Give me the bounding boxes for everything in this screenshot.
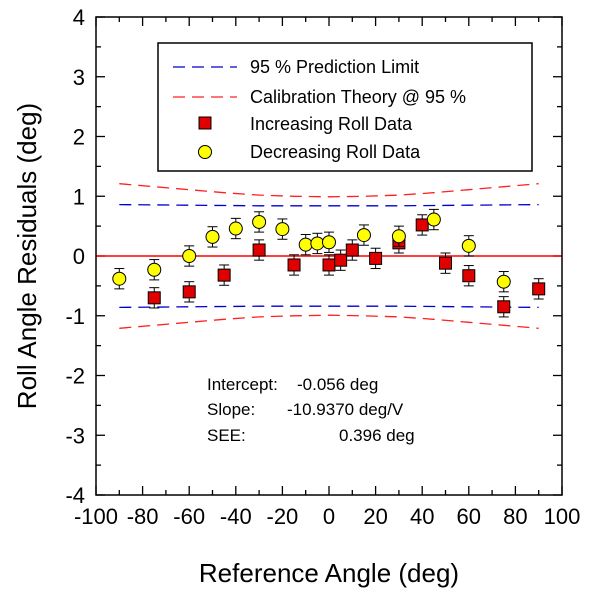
x-tick-label: -60 <box>173 504 205 529</box>
y-tick-label: 2 <box>73 125 85 150</box>
increasing-roll-point <box>439 256 452 270</box>
x-tick-label: 80 <box>503 504 527 529</box>
x-tick-label: -40 <box>220 504 252 529</box>
intercept-label: Intercept: <box>207 375 278 394</box>
y-tick-label: 1 <box>73 184 85 209</box>
see-value: 0.396 deg <box>339 426 415 445</box>
increasing-roll-point <box>345 243 359 257</box>
prediction-limit-lower-line <box>119 305 539 309</box>
increasing-roll-point <box>217 268 231 282</box>
x-tick-label: 0 <box>323 504 335 529</box>
fit-statistics: Intercept: -0.056 deg Slope: -10.9370 de… <box>207 375 415 445</box>
y-tick-label: 3 <box>73 65 85 90</box>
increasing-roll-point <box>532 282 546 296</box>
x-tick-label: 100 <box>544 504 581 529</box>
decreasing-roll-point <box>391 229 406 244</box>
decreasing-roll-point <box>496 274 511 289</box>
increasing-roll-point <box>182 285 196 299</box>
calibration-theory-lower-line <box>119 314 539 329</box>
increasing-roll-point <box>322 258 336 272</box>
x-tick-label: 40 <box>410 504 434 529</box>
increasing-roll-point <box>369 251 383 265</box>
y-tick-label: 0 <box>73 244 85 269</box>
slope-value: -10.9370 deg/V <box>287 400 404 419</box>
x-tick-label: -100 <box>74 504 118 529</box>
legend-box <box>157 42 533 172</box>
y-axis-title: Roll Angle Residuals (deg) <box>12 103 42 409</box>
x-axis-title: Reference Angle (deg) <box>199 558 459 588</box>
y-tick-label: -3 <box>65 423 85 448</box>
x-tick-label: -20 <box>267 504 299 529</box>
increasing-roll-point <box>252 243 266 257</box>
increasing-roll-point <box>334 253 348 267</box>
decreasing-roll-point <box>322 235 336 250</box>
y-tick-label: -1 <box>65 304 85 329</box>
decreasing-roll-point <box>147 262 162 277</box>
increasing-roll-point <box>287 258 301 272</box>
y-tick-label: 4 <box>73 5 85 30</box>
decreasing-roll-point <box>228 221 243 236</box>
decreasing-roll-point <box>205 229 220 244</box>
legend-label-increasing: Increasing Roll Data <box>250 114 413 134</box>
increasing-roll-point <box>462 269 476 283</box>
decreasing-roll-point <box>356 228 371 243</box>
increasing-roll-point <box>415 218 429 232</box>
legend-label-theory: Calibration Theory @ 95 % <box>250 87 466 107</box>
calibration-theory-upper-line <box>119 183 539 198</box>
y-tick-label: -4 <box>65 483 85 508</box>
decreasing-roll-point <box>426 212 441 227</box>
legend-swatch-decreasing <box>198 145 212 159</box>
legend-swatch-increasing <box>198 116 212 130</box>
decreasing-roll-point <box>182 249 197 263</box>
decreasing-roll-point <box>310 236 325 251</box>
increasing-roll-point <box>497 300 511 314</box>
decreasing-roll-point <box>275 222 290 237</box>
x-tick-label: 60 <box>457 504 481 529</box>
see-label: SEE: <box>207 426 246 445</box>
increasing-roll-point <box>147 291 161 305</box>
points-layer <box>112 208 546 318</box>
slope-label: Slope: <box>207 400 255 419</box>
prediction-limit-upper-line <box>119 203 539 207</box>
intercept-value: -0.056 deg <box>297 375 378 394</box>
tick-labels-layer: -100 -80 -60 -40 -20 0 20 40 60 80 100 -4 -3 -2 -1 0 1 2 3… <box>65 5 580 529</box>
decreasing-roll-point <box>461 238 476 253</box>
decreasing-roll-point <box>298 237 313 252</box>
legend-label-prediction: 95 % Prediction Limit <box>250 57 419 77</box>
legend-label-decreasing: Decreasing Roll Data <box>250 142 421 162</box>
x-tick-label: -80 <box>127 504 159 529</box>
decreasing-roll-point <box>252 214 267 229</box>
plot-frame <box>95 16 563 496</box>
decreasing-roll-point <box>112 271 127 286</box>
y-tick-label: -2 <box>65 364 85 389</box>
x-tick-label: 20 <box>363 504 387 529</box>
legend: 95 % Prediction Limit Calibration Theory… <box>157 42 533 172</box>
